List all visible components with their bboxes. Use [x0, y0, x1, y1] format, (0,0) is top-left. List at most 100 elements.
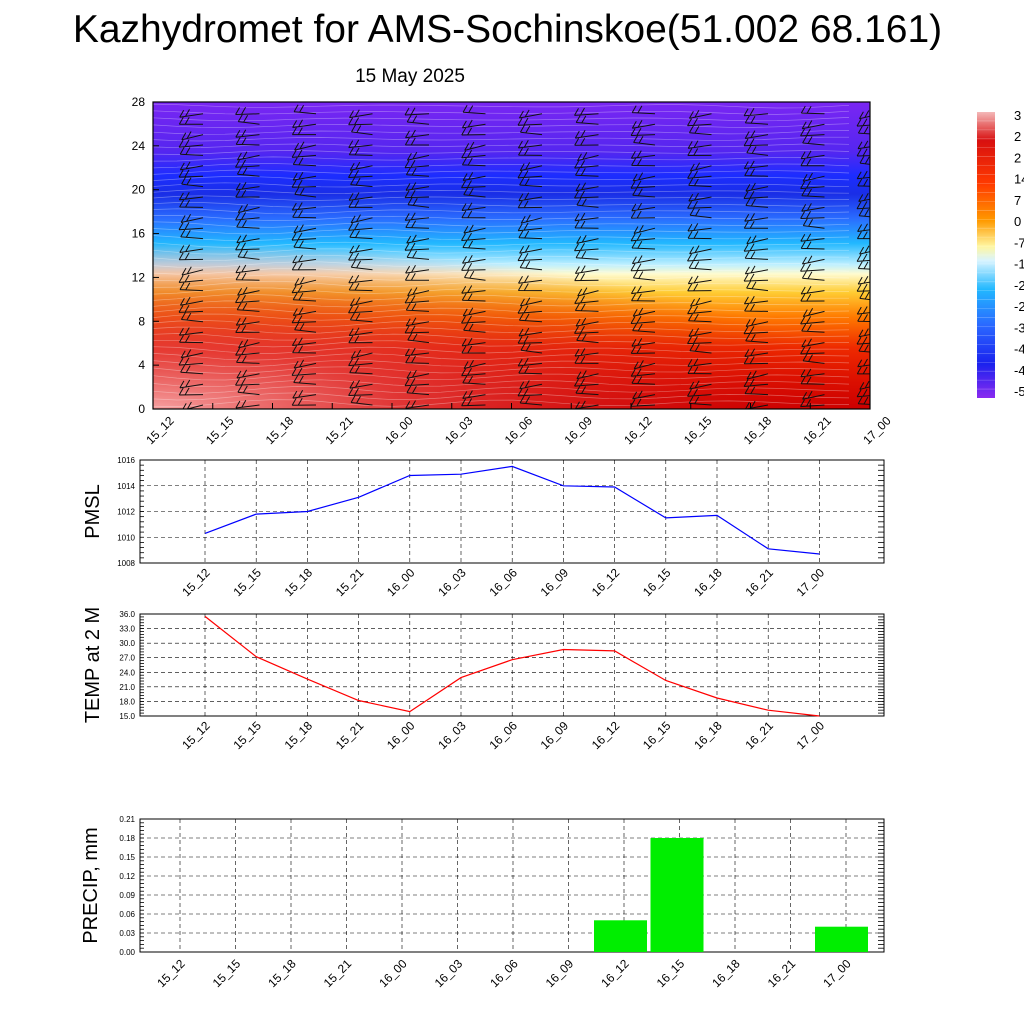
y-axis-label: PMSL	[82, 484, 104, 538]
wind-barb	[859, 380, 870, 390]
wind-barb	[632, 188, 656, 198]
wind-barb	[630, 150, 656, 159]
wind-barb	[517, 305, 543, 314]
contour-line	[153, 359, 850, 368]
contour-line	[153, 300, 850, 308]
wind-barb	[746, 280, 769, 292]
wind-barb	[857, 358, 870, 368]
wind-barb	[461, 345, 486, 354]
contour-line	[153, 366, 850, 374]
x-tick-label: 16_03	[442, 413, 476, 447]
wind-barb	[743, 273, 769, 282]
colorbar-label: 2	[1014, 150, 1021, 165]
precip-bar	[650, 838, 704, 952]
wind-barb	[856, 118, 870, 127]
wind-barb	[745, 318, 769, 327]
wind-barb	[348, 388, 373, 396]
wind-barb	[800, 128, 825, 137]
colorbar-label: -4	[1014, 363, 1024, 378]
wind-barb	[746, 235, 769, 245]
x-tick-label: 17_00	[860, 413, 894, 447]
wind-barb	[182, 401, 204, 409]
x-tick-label: 16_21	[742, 718, 776, 752]
wind-barb	[349, 380, 373, 389]
x-tick-label: 16_03	[432, 956, 466, 990]
wind-barb	[350, 259, 373, 271]
wind-barb	[178, 327, 204, 336]
wind-barb	[291, 367, 317, 376]
wind-barb	[181, 266, 204, 276]
wind-barb	[519, 177, 543, 188]
wind-barb	[291, 337, 317, 346]
wind-barb	[859, 291, 870, 301]
contour-line	[153, 293, 849, 301]
wind-barb	[519, 380, 543, 390]
wind-barb	[519, 297, 543, 307]
colorbar-label: 3	[1014, 108, 1021, 123]
x-tick-label: 15_18	[282, 565, 316, 599]
wind-barb	[178, 117, 204, 125]
wind-barb	[406, 369, 430, 379]
wind-barb	[517, 117, 543, 126]
colorbar-label: 14	[1014, 172, 1024, 187]
contour-line	[153, 261, 850, 268]
wind-barb	[801, 255, 825, 265]
wind-barb	[743, 160, 769, 169]
contour-line	[153, 117, 850, 122]
x-tick-label: 15_12	[179, 565, 213, 599]
wind-barb	[744, 386, 769, 396]
y-tick-label: 28	[132, 95, 146, 109]
wind-barb	[630, 315, 656, 324]
wind-barb	[856, 148, 870, 157]
y-tick-label: 0	[138, 402, 145, 416]
x-tick-label: 16_00	[384, 718, 418, 752]
wind-barb	[517, 253, 543, 262]
wind-barb	[461, 210, 486, 219]
y-tick-label: 36.0	[119, 610, 135, 619]
wind-barb	[348, 169, 373, 178]
wind-barb	[236, 369, 260, 379]
contour-line	[153, 189, 850, 195]
wind-barb	[179, 109, 204, 118]
wind-barb	[632, 390, 656, 400]
wind-barb	[179, 146, 204, 156]
wind-barb	[517, 388, 543, 397]
wind-barb	[687, 283, 712, 292]
wind-barb	[462, 240, 486, 250]
wind-barb	[291, 202, 317, 211]
wind-barb	[518, 313, 543, 323]
wind-barb	[236, 167, 260, 177]
x-tick-label: 17_00	[794, 718, 828, 752]
wind-barb	[180, 312, 204, 323]
wind-barb	[856, 336, 870, 345]
wind-barb	[405, 355, 430, 364]
y-tick-label: 21.0	[119, 683, 135, 692]
wind-barb	[802, 218, 825, 229]
wind-barb	[235, 189, 260, 198]
contour-line	[153, 150, 850, 155]
y-tick-label: 0.09	[119, 891, 135, 900]
wind-barb	[574, 137, 599, 146]
wind-barb	[348, 275, 373, 284]
wind-barb	[632, 270, 656, 281]
wind-barb	[292, 390, 317, 399]
page-title: Kazhydromet for AMS-Sochinskoe(51.002 68…	[72, 8, 943, 51]
wind-barb	[631, 240, 656, 250]
contour-line	[153, 274, 850, 282]
wind-barb	[687, 223, 712, 232]
wind-barb	[349, 312, 373, 323]
colorbar-label: -3	[1014, 320, 1024, 335]
contour-line	[153, 143, 850, 149]
wind-barb	[689, 245, 712, 255]
x-tick-label: 15_21	[333, 565, 367, 599]
wind-barb	[238, 339, 260, 349]
wind-barb	[235, 400, 260, 409]
wind-barb	[744, 130, 769, 139]
contour-line	[153, 221, 850, 228]
wind-barb	[801, 120, 825, 130]
wind-barb	[517, 222, 543, 232]
x-tick-label: 16_12	[589, 718, 623, 752]
wind-barb	[631, 293, 656, 302]
wind-barb	[517, 283, 543, 292]
